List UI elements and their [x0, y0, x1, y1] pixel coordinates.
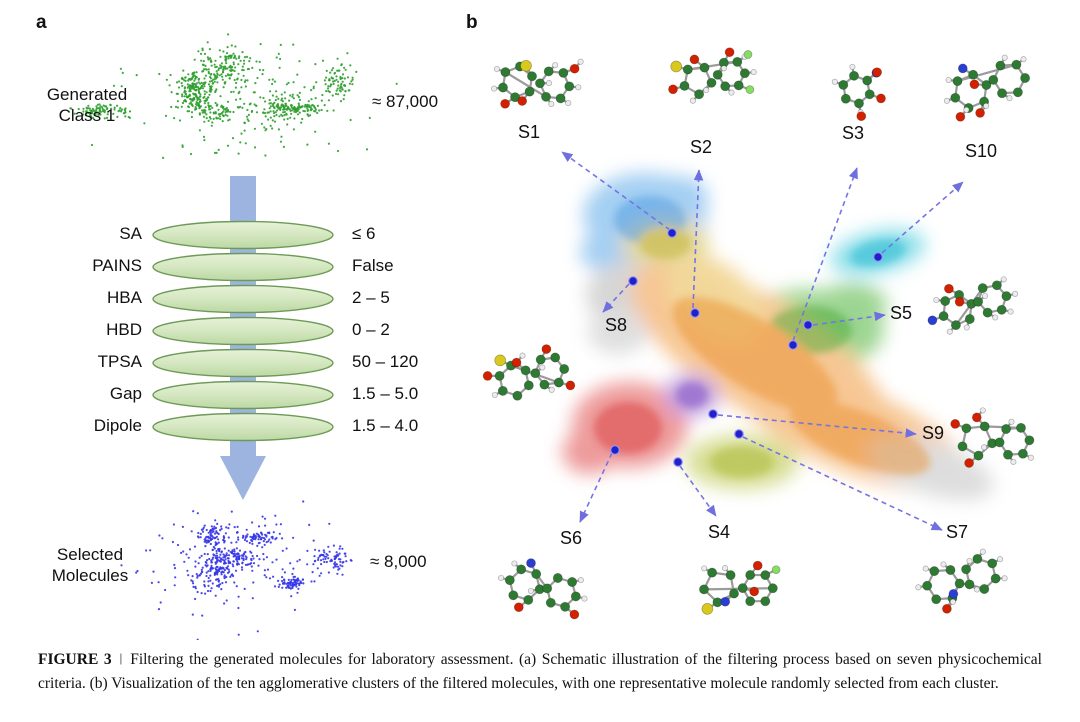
- filter-value-gap: 1.5 – 5.0: [352, 384, 419, 403]
- cluster-arrow-s5: [812, 311, 886, 326]
- filter-disk-tpsa: [152, 348, 334, 378]
- cluster-arrow-s6: [579, 452, 613, 523]
- cluster-arrow-s1: [561, 151, 671, 231]
- molecule-s8-image: [468, 338, 608, 420]
- cluster-label-s9: S9: [922, 423, 945, 443]
- generated-cloud-scatter: [69, 33, 398, 159]
- figure-caption-label: FIGURE 3: [38, 651, 112, 668]
- cluster-arrow-s8: [602, 283, 630, 313]
- filter-name-pains: PAINS: [92, 256, 142, 275]
- filter-name-hba: HBA: [107, 288, 142, 307]
- cluster-arrow-s7: [742, 436, 943, 531]
- cluster-label-s6: S6: [560, 528, 583, 548]
- panel-b-letter: b: [466, 12, 478, 33]
- molecule-s4-image: [652, 545, 857, 625]
- filter-value-tpsa: 50 – 120: [352, 352, 419, 371]
- filter-value-dipole: 1.5 – 4.0: [352, 416, 419, 435]
- filter-value-sa: ≤ 6: [352, 224, 376, 243]
- molecule-s6-image: [468, 542, 640, 624]
- filter-value-hbd: 0 – 2: [352, 320, 390, 339]
- cluster-arrow-s4: [679, 465, 717, 517]
- molecule-s3-image: [798, 48, 928, 128]
- cluster-label-s4: S4: [708, 522, 731, 542]
- cluster-arrow-s3: [792, 167, 858, 342]
- figure-caption-text: Filtering the generated molecules for la…: [38, 651, 1042, 693]
- selected-cloud-scatter: [120, 500, 353, 640]
- cluster-dot-s4: [673, 457, 683, 467]
- filter-disk-hba: [152, 284, 334, 314]
- molecule-s1-image: [468, 34, 618, 126]
- filter-name-sa: SA: [119, 224, 142, 243]
- selected-count: ≈ 8,000: [370, 552, 427, 571]
- filter-disk-sa: [152, 220, 334, 250]
- cluster-label-s1: S1: [518, 122, 541, 142]
- filter-name-hbd: HBD: [106, 320, 142, 339]
- filter-value-hba: 2 – 5: [352, 288, 390, 307]
- filter-disk-pains: [152, 252, 334, 282]
- filter-disk-gap: [152, 380, 334, 410]
- cluster-label-s10: S10: [965, 141, 998, 161]
- filter-disk-dipole: [152, 412, 334, 442]
- molecule-s10-image: [922, 30, 1070, 148]
- density-blobs-inner: [594, 196, 931, 478]
- panel-b: b: [460, 0, 1080, 640]
- filter-name-gap: Gap: [109, 384, 142, 403]
- cluster-label-s8: S8: [605, 315, 628, 335]
- panel-a: a: [0, 0, 460, 640]
- generated-class-label: Generated Class 1: [46, 85, 128, 126]
- cluster-map: [561, 151, 994, 531]
- filter-value-pains: False: [352, 256, 394, 275]
- cluster-arrows: [561, 151, 964, 531]
- cluster-dot-s5: [803, 320, 813, 330]
- cluster-arrow-s9: [717, 414, 917, 438]
- cluster-label-s3: S3: [842, 123, 865, 143]
- molecule-s9-image: [930, 388, 1072, 488]
- filter-disks: [152, 220, 334, 442]
- cluster-dot-s2: [690, 308, 700, 318]
- figure-caption: FIGURE 3 | Filtering the generated molecul…: [38, 648, 1042, 696]
- figure-caption-separator: |: [119, 650, 123, 665]
- filter-name-dipole: Dipole: [93, 416, 142, 435]
- molecule-s7-image: [880, 543, 1072, 623]
- filter-disk-hbd: [152, 316, 334, 346]
- cluster-dot-s7: [734, 429, 744, 439]
- cluster-label-s7: S7: [946, 522, 969, 542]
- filter-name-tpsa: TPSA: [97, 352, 142, 371]
- cluster-dot-s3: [788, 340, 798, 350]
- cluster-dot-s6: [610, 445, 620, 455]
- molecule-s2-image: [648, 28, 798, 128]
- cluster-label-s2: S2: [690, 137, 713, 157]
- selected-molecules-label: Selected Molecules: [51, 545, 129, 586]
- cluster-dots: [610, 228, 883, 467]
- generated-count: ≈ 87,000: [372, 92, 439, 111]
- cluster-label-s5: S5: [890, 303, 913, 323]
- panel-a-letter: a: [36, 12, 47, 33]
- molecule-s5-image: [908, 258, 1058, 358]
- panel-a-graphic: [69, 33, 398, 640]
- cluster-dot-s1: [667, 228, 677, 238]
- cluster-dot-s9: [708, 409, 718, 419]
- cluster-dot-s8: [628, 276, 638, 286]
- cluster-dot-s10: [873, 252, 883, 262]
